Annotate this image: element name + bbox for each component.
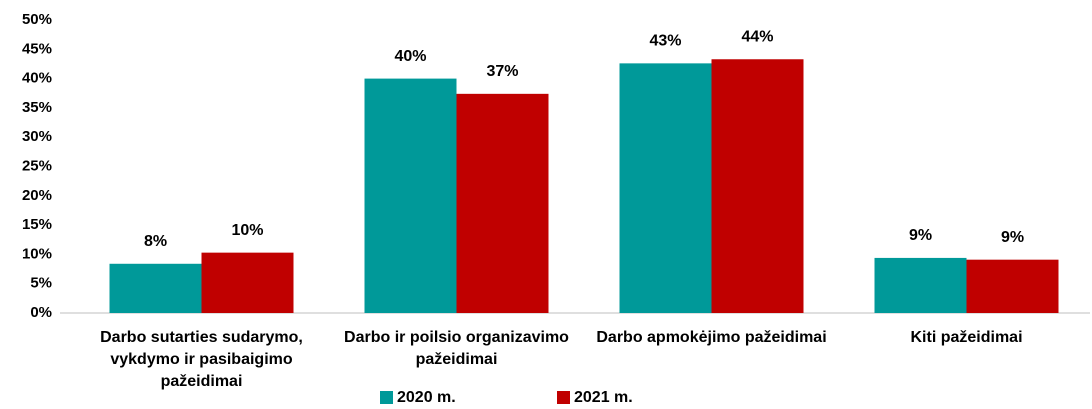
y-tick-label: 20% [22, 187, 52, 204]
y-tick-label: 5% [30, 275, 52, 292]
y-tick-label: 10% [22, 245, 52, 262]
bar [874, 257, 967, 313]
bar [364, 78, 457, 313]
legend-swatch [557, 391, 570, 404]
x-tick-label: Darbo apmokėjimo pažeidimai [596, 329, 827, 346]
y-tick-label: 35% [22, 99, 52, 116]
legend-swatch [380, 391, 393, 404]
x-tick-label: Kiti pažeidimai [910, 329, 1023, 346]
y-tick-label: 25% [22, 157, 52, 174]
value-label: 10% [231, 222, 263, 239]
value-label: 40% [394, 48, 426, 65]
bar [456, 93, 549, 313]
value-label: 44% [741, 28, 773, 45]
value-label: 9% [909, 227, 932, 244]
bar [619, 63, 712, 313]
bar [109, 263, 202, 313]
value-label: 43% [649, 33, 681, 50]
y-tick-label: 0% [30, 304, 52, 321]
y-tick-label: 40% [22, 70, 52, 87]
y-tick-label: 50% [22, 11, 52, 28]
bar [711, 59, 804, 314]
value-label: 9% [1001, 229, 1024, 246]
x-tick-label: Darbo sutarties sudarymo, vykdymo ir pas… [100, 329, 303, 390]
x-tick-label: Darbo ir poilsio organizavimo pažeidimai [344, 329, 569, 368]
y-tick-label: 30% [22, 128, 52, 145]
value-label: 37% [486, 63, 518, 80]
value-label: 8% [144, 233, 167, 250]
y-tick-label: 15% [22, 216, 52, 233]
bar [201, 252, 294, 313]
bar [966, 259, 1059, 313]
legend-label: 2020 m. [397, 389, 456, 406]
y-tick-label: 45% [22, 40, 52, 57]
legend-label: 2021 m. [574, 389, 633, 406]
